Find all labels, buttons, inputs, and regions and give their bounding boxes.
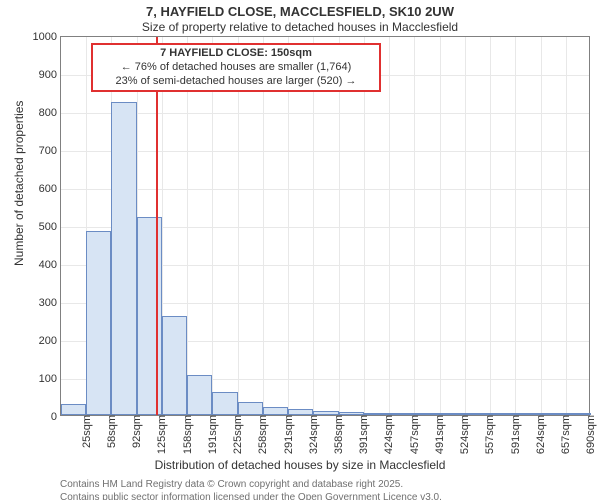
gridline-v <box>515 37 516 415</box>
xtick-label: 557sqm <box>482 415 496 454</box>
ytick-label: 500 <box>39 221 61 233</box>
ytick-label: 900 <box>39 69 61 81</box>
xtick-label: 92sqm <box>129 415 143 448</box>
histogram-bar <box>86 231 111 415</box>
histogram-bar <box>137 217 162 415</box>
chart-title-sub: Size of property relative to detached ho… <box>0 20 600 34</box>
gridline-v <box>364 37 365 415</box>
xtick-label: 491sqm <box>432 415 446 454</box>
xtick-label: 524sqm <box>457 415 471 454</box>
xtick-label: 457sqm <box>407 415 421 454</box>
xtick-label: 358sqm <box>331 415 345 454</box>
histogram-bar <box>339 412 364 415</box>
histogram-bar <box>515 413 540 415</box>
xtick-label: 424sqm <box>381 415 395 454</box>
chart-title-main: 7, HAYFIELD CLOSE, MACCLESFIELD, SK10 2U… <box>0 4 600 19</box>
xtick-label: 591sqm <box>508 415 522 454</box>
gridline-v <box>541 37 542 415</box>
gridline-h <box>61 189 589 190</box>
plot-area: 0100200300400500600700800900100025sqm58s… <box>60 36 590 416</box>
histogram-bar <box>238 402 263 415</box>
xtick-label: 291sqm <box>281 415 295 454</box>
histogram-bar <box>187 375 212 415</box>
y-axis-label: Number of detached properties <box>12 101 26 266</box>
xtick-label: 125sqm <box>154 415 168 454</box>
footnote: Contains HM Land Registry data © Crown c… <box>60 478 600 500</box>
histogram-bar <box>490 413 515 415</box>
gridline-h <box>61 113 589 114</box>
ytick-label: 100 <box>39 373 61 385</box>
x-axis-label: Distribution of detached houses by size … <box>0 458 600 472</box>
xtick-label: 225sqm <box>230 415 244 454</box>
xtick-label: 25sqm <box>79 415 93 448</box>
gridline-v <box>339 37 340 415</box>
histogram-bar <box>212 392 237 415</box>
callout-line-1: 7 HAYFIELD CLOSE: 150sqm <box>99 47 373 61</box>
gridline-v <box>187 37 188 415</box>
xtick-label: 391sqm <box>356 415 370 454</box>
xtick-label: 258sqm <box>255 415 269 454</box>
gridline-v <box>414 37 415 415</box>
gridline-v <box>465 37 466 415</box>
histogram-bar <box>440 413 465 415</box>
histogram-bar <box>465 413 490 415</box>
ytick-label: 300 <box>39 297 61 309</box>
callout-line-2: ← 76% of detached houses are smaller (1,… <box>99 61 373 75</box>
ytick-label: 600 <box>39 183 61 195</box>
footnote-line-1: Contains HM Land Registry data © Crown c… <box>60 478 600 491</box>
histogram-bar <box>263 407 288 415</box>
gridline-v <box>490 37 491 415</box>
xtick-label: 58sqm <box>104 415 118 448</box>
gridline-v <box>238 37 239 415</box>
marker-callout: 7 HAYFIELD CLOSE: 150sqm← 76% of detache… <box>91 43 381 92</box>
histogram-bar <box>313 411 338 415</box>
gridline-v <box>288 37 289 415</box>
histogram-bar <box>364 413 389 415</box>
histogram-bar <box>541 413 566 415</box>
gridline-v <box>212 37 213 415</box>
histogram-bar <box>111 102 136 416</box>
marker-line <box>156 37 158 415</box>
ytick-label: 800 <box>39 107 61 119</box>
ytick-label: 0 <box>51 411 61 423</box>
ytick-label: 1000 <box>33 31 61 43</box>
histogram-bar <box>162 316 187 415</box>
histogram-bar <box>61 404 86 415</box>
xtick-label: 690sqm <box>583 415 597 454</box>
ytick-label: 700 <box>39 145 61 157</box>
gridline-v <box>313 37 314 415</box>
xtick-label: 657sqm <box>558 415 572 454</box>
ytick-label: 400 <box>39 259 61 271</box>
xtick-label: 191sqm <box>205 415 219 454</box>
gridline-v <box>440 37 441 415</box>
chart: 0100200300400500600700800900100025sqm58s… <box>60 36 590 416</box>
histogram-bar <box>414 413 439 415</box>
xtick-label: 324sqm <box>306 415 320 454</box>
histogram-bar <box>288 409 313 415</box>
histogram-bar <box>389 413 414 415</box>
callout-line-3: 23% of semi-detached houses are larger (… <box>99 75 373 89</box>
gridline-v <box>389 37 390 415</box>
xtick-label: 158sqm <box>180 415 194 454</box>
xtick-label: 624sqm <box>533 415 547 454</box>
footnote-line-2: Contains public sector information licen… <box>60 491 600 500</box>
ytick-label: 200 <box>39 335 61 347</box>
gridline-h <box>61 151 589 152</box>
gridline-v <box>566 37 567 415</box>
histogram-bar <box>566 413 591 415</box>
gridline-v <box>263 37 264 415</box>
